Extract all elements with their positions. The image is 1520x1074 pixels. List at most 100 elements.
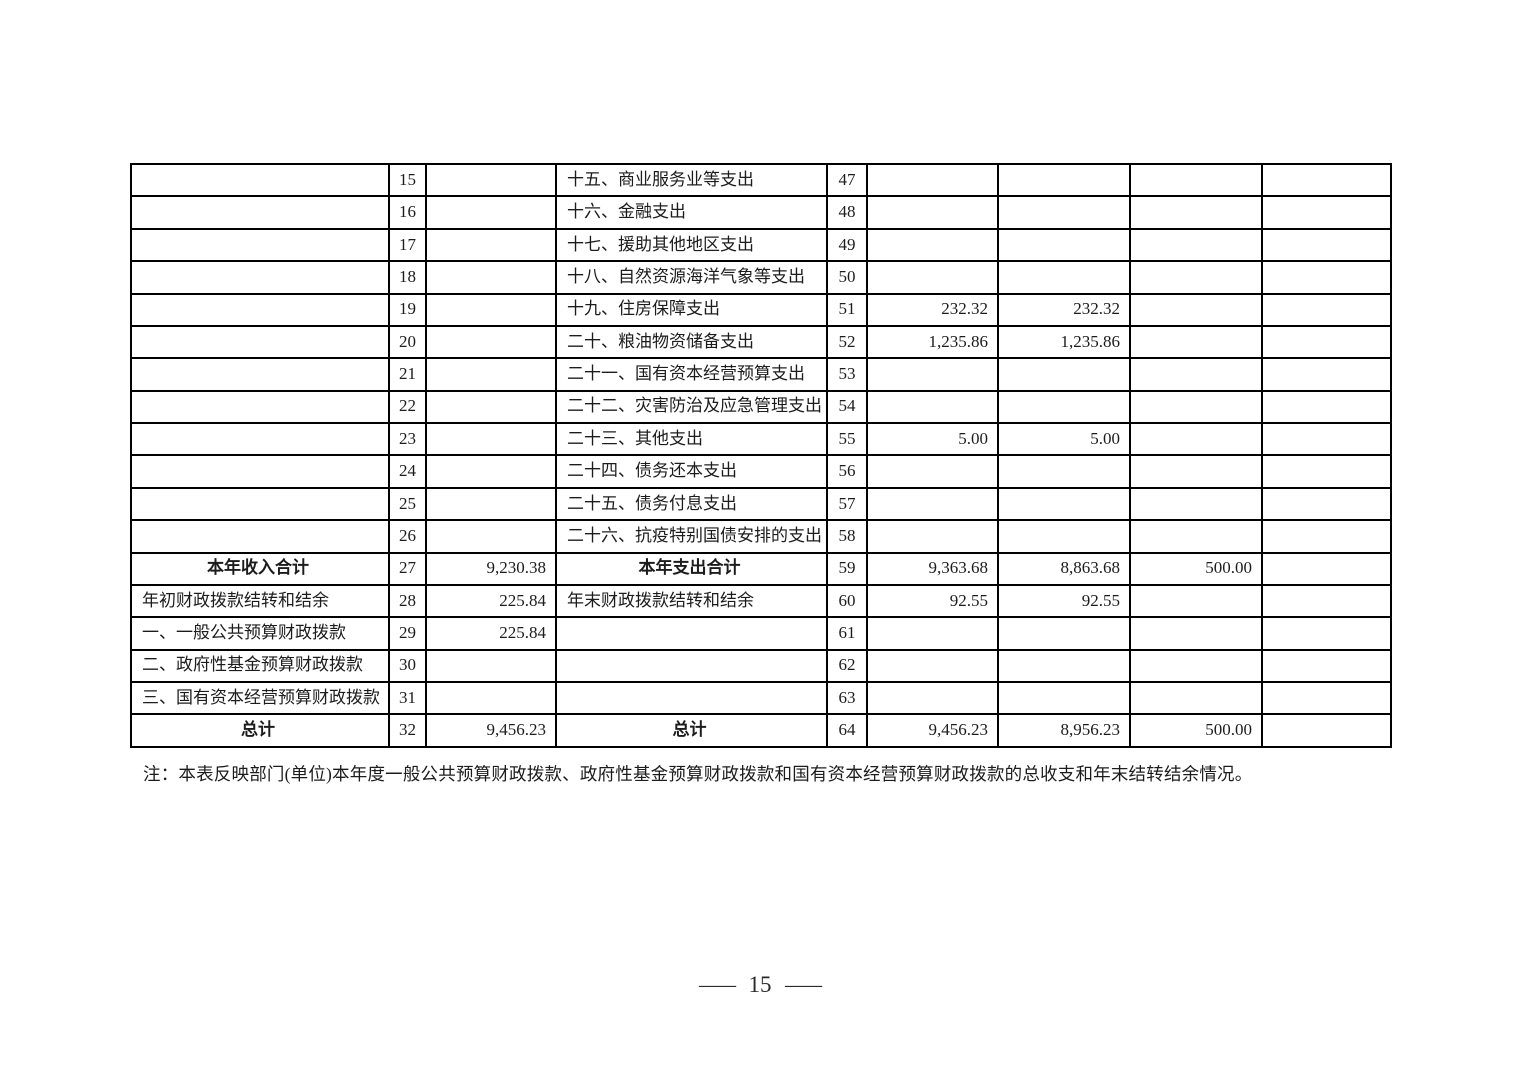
table-row: 16 十六、金融支出 48 <box>130 195 1392 230</box>
expense-rowno-cell: 61 <box>826 616 868 651</box>
amount-col3-cell <box>1129 454 1263 489</box>
expense-item-cell: 十六、金融支出 <box>555 195 828 230</box>
amount-col2-cell <box>997 454 1131 489</box>
page-number-value: 15 <box>748 972 772 997</box>
amount-col1-cell: 1,235.86 <box>866 324 999 360</box>
table-row: 18 十八、自然资源海洋气象等支出 50 <box>130 260 1392 295</box>
table-row: 22 二十二、灾害防治及应急管理支出 54 <box>130 389 1392 425</box>
income-item-cell <box>130 389 390 425</box>
expense-rowno-cell: 63 <box>826 680 868 716</box>
expense-item-cell: 二十四、债务还本支出 <box>555 454 828 489</box>
income-amount-cell <box>425 357 557 392</box>
amount-col1-cell: 9,363.68 <box>866 551 999 586</box>
income-item-cell <box>130 195 390 230</box>
amount-col4-cell <box>1261 519 1392 554</box>
table-row: 本年收入合计 27 9,230.38 本年支出合计 59 9,363.68 8,863.68… <box>130 551 1392 586</box>
income-amount-cell: 225.84 <box>425 583 557 619</box>
table-row: 17 十七、援助其他地区支出 49 <box>130 227 1392 263</box>
income-item-cell <box>130 227 390 263</box>
expense-item-cell: 十八、自然资源海洋气象等支出 <box>555 260 828 295</box>
amount-col2-cell: 5.00 <box>997 421 1131 457</box>
expense-item-cell <box>555 680 828 716</box>
expense-item-cell: 二十二、灾害防治及应急管理支出 <box>555 389 828 425</box>
income-rowno-cell: 15 <box>388 162 427 198</box>
amount-col3-cell <box>1129 519 1263 554</box>
amount-col1-cell: 9,456.23 <box>866 713 999 748</box>
expense-rowno-cell: 54 <box>826 389 868 425</box>
expense-rowno-cell: 51 <box>826 292 868 327</box>
amount-col3-cell <box>1129 648 1263 684</box>
amount-col1-cell <box>866 227 999 263</box>
income-rowno-cell: 16 <box>388 195 427 230</box>
expense-rowno-cell: 52 <box>826 324 868 360</box>
amount-col4-cell <box>1261 227 1392 263</box>
amount-col4-cell <box>1261 648 1392 684</box>
amount-col4-cell <box>1261 551 1392 586</box>
amount-col3-cell: 500.00 <box>1129 551 1263 586</box>
table-row: 三、国有资本经营预算财政拨款 31 63 <box>130 680 1392 716</box>
expense-rowno-cell: 49 <box>826 227 868 263</box>
income-amount-cell <box>425 421 557 457</box>
income-rowno-cell: 17 <box>388 227 427 263</box>
table-note: 注：本表反映部门(单位)本年度一般公共预算财政拨款、政府性基金预算财政拨款和国有… <box>143 764 1253 784</box>
expense-rowno-cell: 58 <box>826 519 868 554</box>
amount-col1-cell <box>866 454 999 489</box>
expense-item-cell <box>555 648 828 684</box>
income-amount-cell <box>425 454 557 489</box>
page-number: — 15 — <box>0 972 1520 998</box>
amount-col4-cell <box>1261 583 1392 619</box>
amount-col3-cell <box>1129 583 1263 619</box>
income-item-cell <box>130 324 390 360</box>
expense-item-cell: 二十六、抗疫特别国债安排的支出 <box>555 519 828 554</box>
amount-col1-cell <box>866 162 999 198</box>
table-row: 一、一般公共预算财政拨款 29 225.84 61 <box>130 616 1392 651</box>
income-rowno-cell: 31 <box>388 680 427 716</box>
amount-col3-cell <box>1129 162 1263 198</box>
amount-col4-cell <box>1261 195 1392 230</box>
income-amount-cell <box>425 260 557 295</box>
income-rowno-cell: 26 <box>388 519 427 554</box>
amount-col2-cell <box>997 389 1131 425</box>
expense-item-cell: 二十、粮油物资储备支出 <box>555 324 828 360</box>
amount-col4-cell <box>1261 324 1392 360</box>
amount-col3-cell: 500.00 <box>1129 713 1263 748</box>
amount-col2-cell: 232.32 <box>997 292 1131 327</box>
amount-col1-cell <box>866 648 999 684</box>
budget-table: 15 十五、商业服务业等支出 47 16 十六、金融支出 48 17 十七、援助其他地区支出 4… <box>130 162 1392 748</box>
amount-col2-cell <box>997 260 1131 295</box>
amount-col3-cell <box>1129 227 1263 263</box>
amount-col4-cell <box>1261 357 1392 392</box>
amount-col4-cell <box>1261 162 1392 198</box>
table-row: 15 十五、商业服务业等支出 47 <box>130 162 1392 198</box>
amount-col1-cell: 5.00 <box>866 421 999 457</box>
expense-rowno-cell: 59 <box>826 551 868 586</box>
income-item-cell <box>130 486 390 522</box>
amount-col1-cell <box>866 260 999 295</box>
amount-col1-cell <box>866 616 999 651</box>
table-row: 21 二十一、国有资本经营预算支出 53 <box>130 357 1392 392</box>
expense-rowno-cell: 50 <box>826 260 868 295</box>
income-amount-cell: 9,230.38 <box>425 551 557 586</box>
expense-rowno-cell: 60 <box>826 583 868 619</box>
expense-rowno-cell: 48 <box>826 195 868 230</box>
expense-item-cell <box>555 616 828 651</box>
amount-col4-cell <box>1261 389 1392 425</box>
amount-col3-cell <box>1129 486 1263 522</box>
income-item-cell <box>130 162 390 198</box>
income-amount-cell <box>425 389 557 425</box>
expense-rowno-cell: 55 <box>826 421 868 457</box>
expense-rowno-cell: 64 <box>826 713 868 748</box>
amount-col2-cell <box>997 648 1131 684</box>
amount-col2-cell <box>997 357 1131 392</box>
amount-col2-cell: 8,863.68 <box>997 551 1131 586</box>
amount-col4-cell <box>1261 292 1392 327</box>
table-row: 20 二十、粮油物资储备支出 52 1,235.86 1,235.86 <box>130 324 1392 360</box>
amount-col2-cell <box>997 227 1131 263</box>
expense-item-cell: 十五、商业服务业等支出 <box>555 162 828 198</box>
amount-col4-cell <box>1261 713 1392 748</box>
table-row: 19 十九、住房保障支出 51 232.32 232.32 <box>130 292 1392 327</box>
income-item-cell: 年初财政拨款结转和结余 <box>130 583 390 619</box>
amount-col3-cell <box>1129 421 1263 457</box>
expense-rowno-cell: 53 <box>826 357 868 392</box>
